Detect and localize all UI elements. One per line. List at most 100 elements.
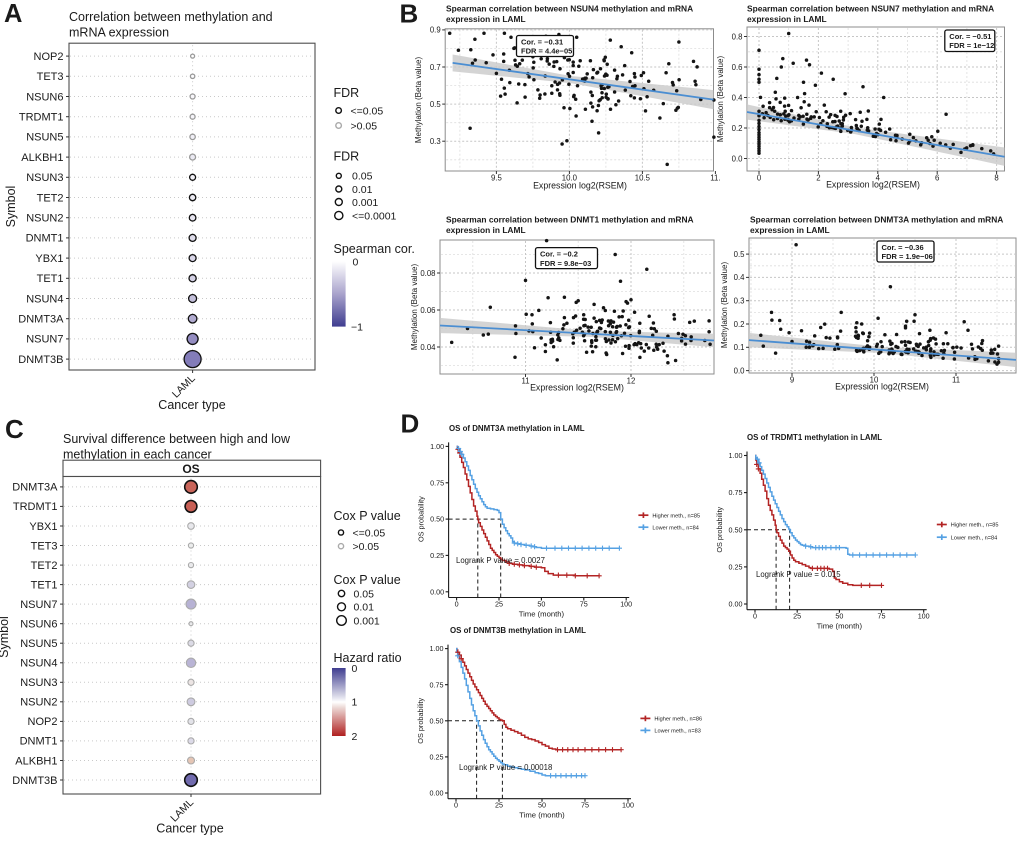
svg-text:Logrank P value = 0.015: Logrank P value = 0.015: [756, 570, 841, 579]
svg-text:75: 75: [878, 612, 886, 621]
svg-text:DNMT1: DNMT1: [20, 736, 58, 748]
svg-text:75: 75: [580, 599, 588, 608]
svg-text:YBX1: YBX1: [29, 521, 57, 533]
svg-text:25: 25: [495, 599, 503, 608]
svg-text:Cor. = −0.51: Cor. = −0.51: [949, 32, 991, 41]
svg-text:25: 25: [495, 801, 503, 810]
svg-text:Cor. = −0.31: Cor. = −0.31: [521, 37, 563, 46]
svg-text:expression in LAML: expression in LAML: [747, 14, 827, 24]
svg-text:NSUN3: NSUN3: [20, 677, 57, 689]
svg-text:0.25: 0.25: [430, 551, 444, 560]
svg-text:0.0: 0.0: [734, 366, 746, 375]
svg-text:OS of DNMT3A methylation in LA: OS of DNMT3A methylation in LAML: [449, 424, 585, 433]
svg-text:0.00: 0.00: [430, 789, 444, 798]
svg-text:0.05: 0.05: [354, 588, 375, 600]
svg-text:Cor. = −0.36: Cor. = −0.36: [882, 243, 924, 252]
svg-text:0.01: 0.01: [352, 184, 373, 196]
svg-text:OS probability: OS probability: [715, 506, 724, 552]
svg-text:6: 6: [935, 174, 939, 183]
svg-text:TET2: TET2: [31, 560, 58, 572]
svg-text:0.9: 0.9: [430, 26, 441, 35]
svg-text:B: B: [400, 0, 419, 28]
svg-text:0.1: 0.1: [734, 343, 745, 352]
svg-text:25: 25: [793, 612, 801, 621]
svg-text:TET1: TET1: [31, 579, 58, 591]
svg-text:<=0.05: <=0.05: [353, 527, 386, 539]
svg-text:0.6: 0.6: [732, 63, 743, 72]
svg-text:9.5: 9.5: [491, 174, 503, 183]
svg-text:10.5: 10.5: [635, 174, 651, 183]
svg-text:0.50: 0.50: [430, 716, 444, 725]
svg-text:12: 12: [627, 377, 636, 386]
svg-text:NOP2: NOP2: [34, 51, 64, 63]
svg-text:expression in LAML: expression in LAML: [446, 225, 526, 235]
svg-text:NSUN7: NSUN7: [26, 334, 63, 346]
svg-text:Time (month): Time (month): [519, 811, 565, 820]
svg-text:NSUN6: NSUN6: [26, 91, 63, 103]
svg-text:Spearman correlation between D: Spearman correlation between DNMT1 methy…: [446, 215, 694, 225]
svg-text:0.001: 0.001: [352, 197, 378, 209]
svg-text:Survival difference between hi: Survival difference between high and low: [63, 432, 291, 446]
svg-text:FDR = 4.4e−05: FDR = 4.4e−05: [521, 47, 572, 56]
svg-text:2: 2: [352, 731, 358, 743]
svg-text:0.2: 0.2: [732, 124, 743, 133]
svg-text:<=0.0001: <=0.0001: [352, 210, 397, 222]
svg-text:1.00: 1.00: [430, 442, 444, 451]
svg-text:TET1: TET1: [37, 273, 64, 285]
svg-text:Methylation (Beta value): Methylation (Beta value): [414, 57, 423, 144]
svg-text:Higher meth., n=86: Higher meth., n=86: [654, 717, 702, 723]
svg-text:Time (month): Time (month): [519, 610, 565, 619]
svg-text:NOP2: NOP2: [28, 716, 58, 728]
svg-text:0: 0: [753, 612, 757, 621]
svg-text:OS probability: OS probability: [416, 698, 425, 744]
svg-text:Higher meth., n=85: Higher meth., n=85: [951, 523, 999, 529]
svg-text:0.75: 0.75: [430, 478, 444, 487]
svg-text:Spearman correlation between N: Spearman correlation between NSUN4 methy…: [446, 4, 693, 14]
svg-text:0.4: 0.4: [734, 273, 746, 282]
svg-text:Logrank P value = 0.0027: Logrank P value = 0.0027: [456, 556, 545, 565]
svg-text:50: 50: [537, 599, 545, 608]
svg-text:Cancer type: Cancer type: [158, 398, 225, 412]
svg-text:0.00: 0.00: [430, 587, 444, 596]
svg-text:0.0: 0.0: [732, 154, 744, 163]
svg-text:0.04: 0.04: [420, 343, 436, 352]
svg-text:0.50: 0.50: [729, 525, 743, 534]
svg-text:OS of TRDMT1 methylation in LA: OS of TRDMT1 methylation in LAML: [747, 433, 882, 442]
svg-text:100: 100: [622, 801, 634, 810]
svg-text:TRDMT1: TRDMT1: [13, 501, 58, 513]
svg-text:Lower meth., n=84: Lower meth., n=84: [652, 525, 699, 531]
svg-text:0: 0: [757, 174, 762, 183]
svg-text:Higher meth., n=85: Higher meth., n=85: [652, 513, 700, 519]
svg-text:TET3: TET3: [37, 71, 64, 83]
svg-text:NSUN2: NSUN2: [20, 697, 57, 709]
svg-text:Spearman correlation between N: Spearman correlation between NSUN7 methy…: [747, 4, 994, 14]
svg-text:>0.05: >0.05: [351, 120, 378, 132]
svg-text:Expression log2(RSEM): Expression log2(RSEM): [530, 383, 624, 393]
svg-text:TRDMT1: TRDMT1: [19, 112, 64, 124]
svg-text:Methylation (Beta value): Methylation (Beta value): [720, 262, 729, 349]
svg-text:1.00: 1.00: [430, 644, 444, 653]
svg-text:FDR = 1.9e−06: FDR = 1.9e−06: [882, 252, 933, 261]
svg-text:0.06: 0.06: [420, 306, 435, 315]
svg-text:0.001: 0.001: [354, 615, 380, 627]
svg-text:TET3: TET3: [31, 540, 58, 552]
svg-text:Time (month): Time (month): [817, 622, 863, 631]
svg-text:11.: 11.: [710, 174, 720, 183]
svg-text:NSUN4: NSUN4: [26, 293, 63, 305]
svg-text:0.75: 0.75: [430, 680, 444, 689]
svg-text:0.01: 0.01: [354, 602, 375, 614]
svg-text:Lower meth., n=83: Lower meth., n=83: [654, 729, 701, 735]
svg-text:Spearman correlation between D: Spearman correlation between DNMT3A meth…: [750, 215, 1003, 225]
svg-text:NSUN5: NSUN5: [20, 638, 57, 650]
svg-text:0.5: 0.5: [430, 100, 442, 109]
svg-text:DNMT3A: DNMT3A: [12, 482, 58, 494]
svg-text:Logrank P value = 0.00018: Logrank P value = 0.00018: [459, 763, 552, 772]
svg-text:Symbol: Symbol: [0, 616, 11, 658]
svg-text:2: 2: [816, 174, 820, 183]
svg-text:OS: OS: [182, 462, 199, 476]
svg-text:DNMT3B: DNMT3B: [12, 775, 57, 787]
svg-text:D: D: [401, 409, 420, 439]
svg-text:0.8: 0.8: [732, 32, 743, 41]
svg-text:methylation in each cancer: methylation in each cancer: [63, 448, 212, 462]
svg-text:0: 0: [455, 599, 459, 608]
